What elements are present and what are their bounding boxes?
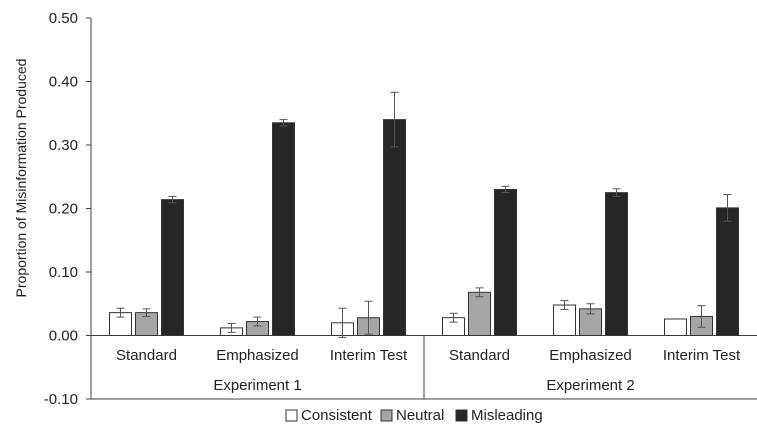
legend-label: Neutral bbox=[396, 407, 444, 424]
bar-consistent bbox=[664, 318, 687, 336]
y-tick-label: -0.10 bbox=[44, 391, 78, 408]
category-label: Standard bbox=[449, 347, 510, 364]
legend-label: Misleading bbox=[471, 407, 543, 424]
bar-misleading bbox=[272, 122, 295, 337]
y-tick-label: 0.00 bbox=[49, 328, 78, 345]
group-label: Experiment 2 bbox=[546, 377, 634, 394]
y-tick-label: 0.10 bbox=[49, 264, 78, 281]
bar-misleading bbox=[161, 199, 184, 336]
category-labels: Experiment 1 Experiment 2 Standard Emphasiz… bbox=[116, 347, 741, 394]
legend-label: Consistent bbox=[301, 407, 373, 424]
bar-misleading bbox=[383, 119, 406, 336]
legend-swatch-consistent bbox=[285, 409, 298, 422]
category-label: Interim Test bbox=[330, 347, 408, 364]
bar-misleading bbox=[494, 188, 517, 336]
legend-swatch-neutral bbox=[380, 409, 393, 422]
error-bars bbox=[116, 91, 732, 338]
category-label: Interim Test bbox=[663, 347, 741, 364]
y-tick-label: 0.20 bbox=[49, 201, 78, 218]
legend-swatch-misleading bbox=[455, 409, 468, 422]
legend: Consistent Neutral Misleading bbox=[285, 407, 543, 424]
category-label: Emphasized bbox=[216, 347, 299, 364]
axes: -0.10 0.00 0.10 0.20 0.30 0.40 0.50 bbox=[44, 10, 757, 408]
bar-misleading bbox=[716, 207, 739, 337]
y-axis-label: Proportion of Misinformation Produced bbox=[13, 59, 29, 298]
category-label: Standard bbox=[116, 347, 177, 364]
y-tick-label: 0.30 bbox=[49, 137, 78, 154]
y-tick-label: 0.40 bbox=[49, 74, 78, 91]
category-label: Emphasized bbox=[549, 347, 632, 364]
bar-misleading bbox=[605, 192, 628, 336]
group-label: Experiment 1 bbox=[213, 377, 301, 394]
bars bbox=[109, 119, 739, 337]
bar-neutral bbox=[468, 291, 491, 337]
y-tick-label: 0.50 bbox=[49, 10, 78, 27]
